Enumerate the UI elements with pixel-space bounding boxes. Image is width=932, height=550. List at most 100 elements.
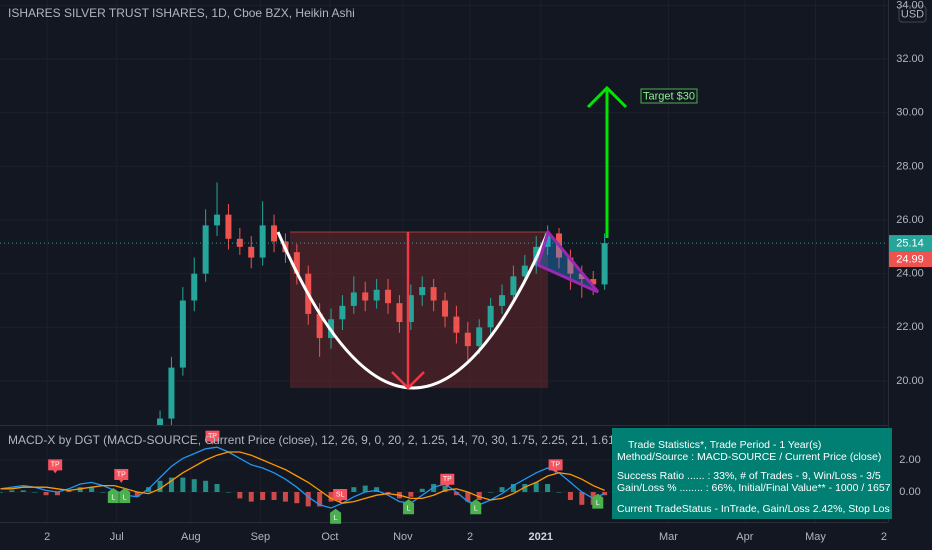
x-tick-label: 2021 [529,531,553,543]
candle-body [191,273,198,301]
candle-body [510,276,517,296]
signal-flag [470,499,482,515]
histogram-bar [442,485,448,492]
histogram-bar [66,490,72,492]
x-tick-label: Jul [110,531,124,543]
candle-body [590,279,597,285]
candle-body [544,233,551,247]
x-tick-label: 2 [467,531,473,543]
candle-body [407,295,414,322]
histogram-bar [20,490,26,492]
histogram-bar [43,492,49,496]
pennant [536,228,600,294]
y-tick-label: 20.00 [896,375,924,387]
histogram-bar [567,492,573,500]
y-tick-label: 0.00 [899,486,920,498]
indicator-title: MACD-X by DGT (MACD-SOURCE, Current Pric… [8,433,705,447]
candle-body [385,289,392,304]
histogram-bar [294,492,300,504]
signal-label: TP [551,462,560,469]
candle-body [476,327,483,347]
signals: TP TP L L TP SL L L TP L TP L [48,430,604,524]
candle-body [214,214,221,226]
cup-curve [276,231,550,390]
histogram-bar [260,492,266,500]
y-tick-label: 30.00 [896,107,924,119]
signal-flag [333,489,348,503]
candle-body [157,418,164,425]
target-arrow-head [586,85,628,109]
x-tick-label: Nov [393,531,413,543]
histogram-bar [214,484,220,492]
candle-body [419,287,426,296]
candle-body [601,243,608,285]
candle-body [293,252,300,274]
y-tick-label: 2.00 [899,454,920,466]
histogram-bar [248,492,254,502]
last-price-label: 24.99 [896,253,924,265]
depth-arrow-head [391,371,425,390]
candle-body [567,257,574,274]
signal-label: L [474,506,478,513]
y-tick-label: 34.00 [896,0,924,11]
last-price-box [889,251,932,268]
histogram-bar [180,477,186,492]
histogram-bar [465,492,471,502]
candle-body [521,265,528,277]
histogram-bar [317,492,323,507]
histogram-bar [453,492,459,496]
signal-label: SL [336,491,345,498]
histogram-bar [89,487,95,492]
stats-text: Trade Statistics*, Trade Period - 1 Year… [617,439,904,515]
signal-label: L [123,494,127,501]
x-tick-label: Aug [181,531,201,543]
y-tick-label: 26.00 [896,214,924,226]
signal-flag [330,508,342,524]
cup-zone [290,232,548,388]
signal-flag [119,488,131,503]
chart-title: ISHARES SILVER TRUST ISHARES, 1D, Cboe B… [8,6,355,20]
histogram-bar [305,492,311,507]
histogram-bar [602,492,608,496]
x-tick-label: 2 [44,531,50,543]
stats-line: Current TradeStatus - InTrade, Gain/Loss… [617,503,904,515]
stats-line: Trade Statistics*, Trade Period - 1 Year… [628,439,821,451]
macd-line [0,446,605,509]
histogram-bar [282,492,288,502]
signal-label: L [334,515,338,522]
signal-flag [403,499,415,515]
signal-flag [48,459,63,474]
histogram-bar [385,492,391,494]
histogram-bar [510,484,516,492]
histogram-bar [328,492,334,502]
candle-body [202,225,209,274]
histogram-bar [237,492,243,499]
signal-label: L [407,506,411,513]
x-tick-label: Mar [659,531,678,543]
y-tick-label: 22.00 [896,321,924,333]
y-tick-label: 24.00 [896,268,924,280]
candle-body [271,225,278,242]
signal-label: L [111,494,115,501]
x-tick-label: Apr [736,531,753,543]
signal-label: TP [208,433,217,440]
histogram-bar [408,492,414,497]
candle-body [578,273,585,280]
histogram-bar [419,488,425,492]
candle-body [487,305,494,328]
last-price-box [889,235,932,252]
histogram-bar [0,492,3,493]
candle-body [453,316,460,333]
histogram-bar [134,492,140,497]
stats-line: Success Ratio ...... : 33%, # of Trades … [617,470,881,482]
signal-label: TP [443,476,452,483]
candle-body [362,292,369,301]
y-tick-label: 28.00 [896,160,924,172]
signal-flag [440,473,455,488]
stats-box [612,428,892,519]
macd-line [0,451,605,504]
currency-box [898,5,927,23]
last-price-label: 25.14 [896,237,924,249]
signal-flag [205,430,220,445]
